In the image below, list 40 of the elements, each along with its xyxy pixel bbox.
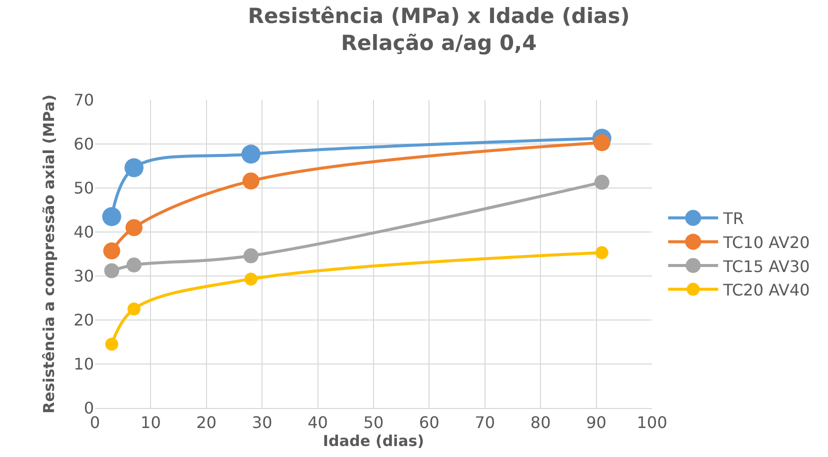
legend-label: TC20 AV40	[722, 280, 810, 300]
y-tick-label: 50	[74, 178, 94, 198]
x-tick-label: 10	[140, 413, 161, 432]
point	[126, 219, 142, 236]
point	[104, 263, 120, 278]
x-tick-label: 30	[252, 413, 272, 432]
y-tick-label: 70	[74, 90, 94, 110]
y-tick-label: 30	[74, 266, 94, 286]
chart-title: Resistência (MPa) x Idade (dias)	[248, 4, 630, 28]
x-axis-title: Idade (dias)	[322, 432, 424, 450]
point	[593, 134, 610, 152]
point	[594, 174, 610, 190]
legend-label: TC10 AV20	[722, 232, 810, 252]
point	[102, 207, 122, 226]
x-tick-label: 70	[474, 413, 496, 432]
point	[126, 258, 142, 272]
x-tick-label: 100	[636, 413, 668, 432]
y-tick-label: 60	[74, 134, 94, 154]
point	[244, 272, 258, 286]
x-tick-label: 80	[530, 413, 551, 432]
point	[105, 338, 118, 351]
point	[243, 248, 258, 264]
chart-subtitle: Relação a/ag 0,4	[340, 31, 537, 56]
y-axis-title: Resistência a compressão axial (MPa)	[40, 94, 58, 414]
x-tick-label: 50	[363, 413, 384, 432]
point	[242, 172, 260, 190]
legend-label: TR	[722, 209, 744, 228]
x-tick-label: 20	[196, 413, 217, 432]
x-tick-label: 40	[308, 413, 328, 432]
x-tick-label: 90	[586, 413, 606, 432]
point	[124, 158, 144, 178]
point	[103, 242, 120, 260]
point	[241, 144, 260, 164]
y-tick-label: 40	[74, 222, 94, 242]
legend-label: TC15 AV30	[722, 256, 810, 276]
y-tick-label: 10	[74, 354, 94, 374]
point	[127, 302, 140, 316]
point	[595, 246, 608, 260]
x-tick-label: 60	[419, 413, 440, 432]
y-tick-label: 20	[74, 310, 94, 330]
